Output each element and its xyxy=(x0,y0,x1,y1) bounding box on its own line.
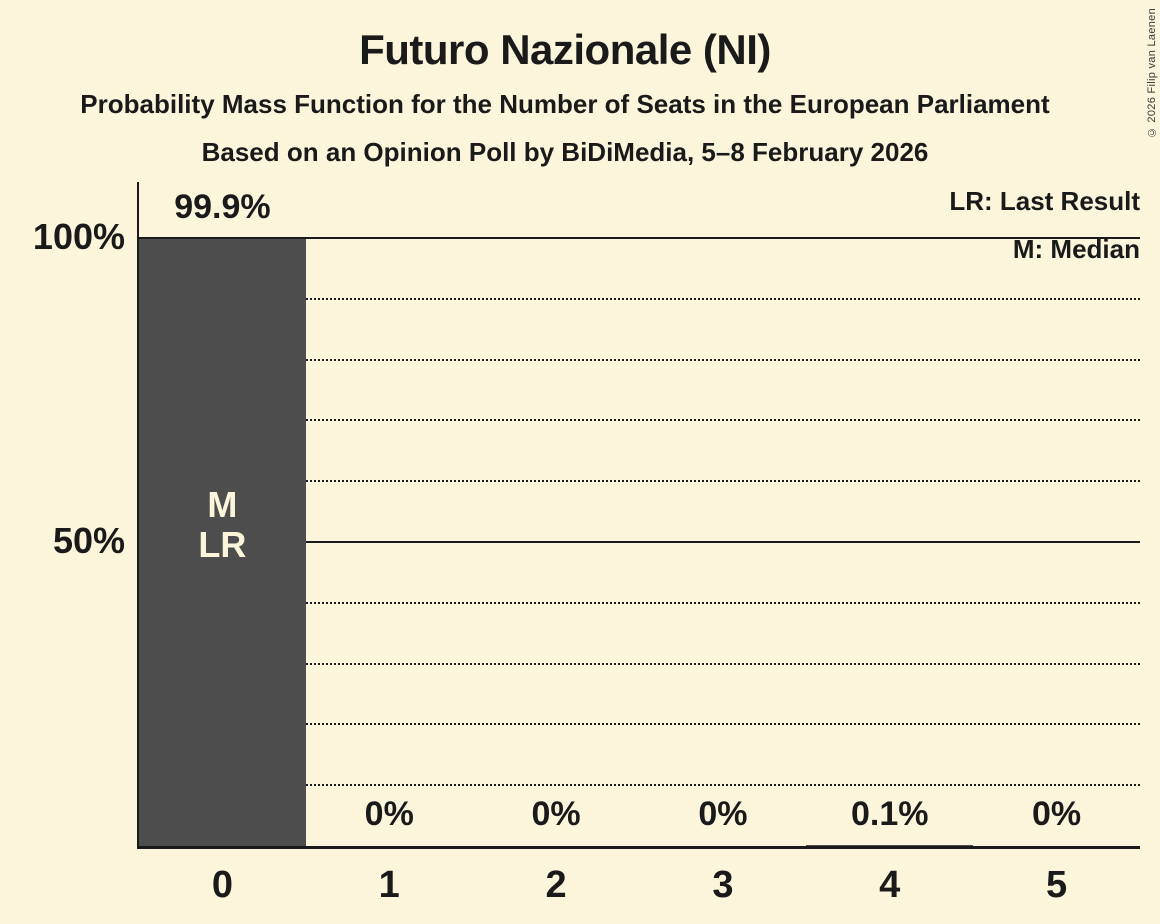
value-label-seats-1: 0% xyxy=(364,795,414,833)
gridline-90pct xyxy=(139,297,1140,300)
x-axis-tick-2: 2 xyxy=(545,864,567,906)
gridline-20pct xyxy=(139,723,1140,726)
gridline-70pct xyxy=(139,419,1140,422)
x-axis-tick-3: 3 xyxy=(712,864,734,906)
bar-seats-4 xyxy=(806,845,974,846)
chart-subtitle: Probability Mass Function for the Number… xyxy=(80,89,1050,119)
value-label-seats-5: 0% xyxy=(1032,795,1082,833)
gridline-30pct xyxy=(139,662,1140,665)
y-axis-tick-100: 100% xyxy=(32,216,125,257)
value-label-seats-0: 99.9% xyxy=(174,187,271,226)
x-axis-tick-4: 4 xyxy=(879,864,901,906)
bar-seats-0 xyxy=(139,238,306,846)
chart-poll-info: Based on an Opinion Poll by BiDiMedia, 5… xyxy=(201,137,929,167)
bar-annotation-line-lr: LR xyxy=(198,524,247,565)
legend-last-result: LR: Last Result xyxy=(949,186,1140,216)
chart-title: Futuro Nazionale (NI) xyxy=(359,26,771,73)
copyright-notice: © 2026 Filip van Laenen xyxy=(1146,8,1158,139)
gridline-10pct xyxy=(139,784,1140,787)
x-axis-tick-0: 0 xyxy=(211,864,233,906)
y-axis-tick-50: 50% xyxy=(52,520,125,561)
legend-median: M: Median xyxy=(1012,234,1140,264)
gridline-100pct xyxy=(139,237,1140,239)
median-last-result-annotation: M LR xyxy=(139,485,306,565)
x-axis-tick-1: 1 xyxy=(378,864,400,906)
x-axis-tick-5: 5 xyxy=(1046,864,1068,906)
plot-area: 99.9% 0% 0% 0% 0.1% 0% M LR xyxy=(137,182,1140,849)
value-label-seats-3: 0% xyxy=(698,795,748,833)
gridline-80pct xyxy=(139,358,1140,361)
gridline-60pct xyxy=(139,480,1140,483)
value-label-seats-4: 0.1% xyxy=(850,795,929,833)
gridline-50pct xyxy=(139,541,1140,543)
value-label-seats-2: 0% xyxy=(531,795,581,833)
bar-annotation-line-m: M xyxy=(207,484,238,525)
gridline-40pct xyxy=(139,601,1140,604)
